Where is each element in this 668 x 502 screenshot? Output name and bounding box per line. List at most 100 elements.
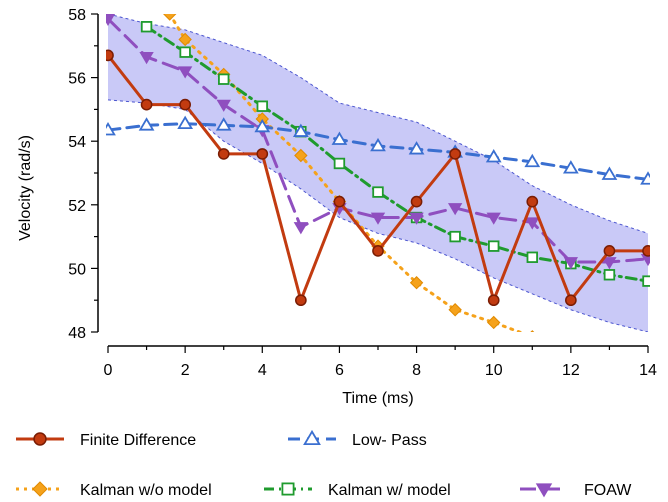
data-point-kalman-w-model xyxy=(179,46,191,58)
y-tick-label: 54 xyxy=(68,134,86,151)
plot-area xyxy=(106,14,650,346)
data-point-foaw xyxy=(525,217,540,230)
series-line-kalman-w-model xyxy=(145,25,650,283)
data-point-foaw xyxy=(486,212,501,225)
data-point-foaw xyxy=(216,99,231,112)
data-point-finite-difference xyxy=(565,294,577,307)
axes: 48 50 52 54 56 58 0 2 4 6 8 10 12 14 xyxy=(68,7,657,379)
legend: Finite Difference Low- Pass Kalman w/o mod… xyxy=(16,429,632,499)
x-tick-label: 6 xyxy=(335,362,344,379)
data-point-low-pass xyxy=(331,131,348,145)
data-point-foaw xyxy=(370,212,386,225)
data-point-kalman-w-model xyxy=(333,157,346,170)
data-point-finite-difference xyxy=(410,195,423,208)
data-point-kalman-w-o-model xyxy=(530,330,535,332)
x-tick-label: 0 xyxy=(104,362,113,379)
legend-marker-low-pass xyxy=(303,429,321,446)
data-point-kalman-w-model xyxy=(488,240,500,252)
data-point-kalman-w-model xyxy=(603,269,616,281)
data-point-kalman-w-model xyxy=(449,230,461,243)
series-low-pass xyxy=(106,115,650,185)
legend-item-foaw: FOAW xyxy=(520,482,632,499)
band-upper-edge xyxy=(107,14,649,234)
data-point-finite-difference xyxy=(295,294,307,307)
data-point-finite-difference xyxy=(217,148,230,160)
x-tick-label: 14 xyxy=(639,362,657,379)
legend-label-kalman-w-o-model: Kalman w/o model xyxy=(80,482,212,499)
data-point-low-pass xyxy=(524,153,541,168)
x-tick-label: 4 xyxy=(258,362,267,379)
data-point-low-pass xyxy=(640,171,650,185)
series-line-foaw xyxy=(106,17,650,264)
data-point-finite-difference xyxy=(106,49,114,62)
series-line-kalman-w-o-model xyxy=(168,14,524,332)
legend-item-kalman-w-model: Kalman w/ model xyxy=(264,482,451,499)
data-point-low-pass xyxy=(485,149,502,163)
data-point-foaw xyxy=(409,212,424,225)
data-point-kalman-w-o-model xyxy=(565,334,577,346)
legend-marker-kalman-w-o-model xyxy=(32,481,48,497)
legend-item-finite-difference: Finite Difference xyxy=(16,432,196,449)
data-point-low-pass xyxy=(562,160,579,174)
x-tick-label: 12 xyxy=(562,362,580,379)
data-point-finite-difference xyxy=(333,195,346,208)
data-point-low-pass xyxy=(408,141,425,155)
data-point-kalman-w-model xyxy=(642,275,650,287)
legend-label-kalman-w-model: Kalman w/ model xyxy=(328,482,451,499)
x-tick-label: 2 xyxy=(181,362,190,379)
data-point-low-pass xyxy=(177,115,194,130)
data-point-kalman-w-model xyxy=(526,251,538,263)
data-point-low-pass xyxy=(292,123,309,137)
data-point-foaw xyxy=(447,203,463,216)
data-point-foaw xyxy=(177,66,193,79)
x-tick-label: 10 xyxy=(485,362,503,379)
data-point-kalman-w-o-model xyxy=(409,276,424,290)
y-axis-label: Velocity (rad/s) xyxy=(17,135,34,241)
data-point-kalman-w-model xyxy=(372,186,384,198)
legend-label-low-pass: Low- Pass xyxy=(352,432,427,449)
legend-marker-finite-difference xyxy=(33,432,47,446)
data-point-finite-difference xyxy=(603,245,616,257)
data-point-low-pass xyxy=(370,137,386,152)
y-tick-label: 56 xyxy=(68,71,86,88)
data-point-kalman-w-o-model xyxy=(178,32,192,47)
legend-item-low-pass: Low- Pass xyxy=(288,429,427,449)
data-point-kalman-w-o-model xyxy=(448,303,462,317)
data-point-kalman-w-model xyxy=(256,100,268,112)
legend-label-foaw: FOAW xyxy=(584,482,632,499)
data-point-finite-difference xyxy=(526,195,539,208)
data-point-finite-difference xyxy=(372,245,384,257)
x-axis-label: Time (ms) xyxy=(342,390,413,407)
series-finite-difference xyxy=(106,49,650,307)
data-point-kalman-w-model xyxy=(140,21,153,33)
data-point-foaw xyxy=(106,14,116,27)
data-point-low-pass xyxy=(601,166,618,180)
data-point-finite-difference xyxy=(140,98,153,111)
legend-label-finite-difference: Finite Difference xyxy=(80,432,196,449)
legend-marker-kalman-w-model xyxy=(281,482,295,496)
data-point-low-pass xyxy=(215,117,232,131)
data-point-kalman-w-o-model xyxy=(487,315,501,330)
data-point-kalman-w-o-model xyxy=(294,148,308,163)
data-point-kalman-w-model xyxy=(218,73,230,85)
plot-clip-group xyxy=(106,14,650,346)
y-tick-label: 58 xyxy=(68,7,86,24)
data-point-foaw xyxy=(139,52,154,65)
data-point-low-pass xyxy=(106,121,116,136)
data-point-foaw xyxy=(602,257,617,270)
data-point-finite-difference xyxy=(642,245,650,257)
data-point-finite-difference xyxy=(449,148,461,160)
y-tick-label: 48 xyxy=(68,325,86,342)
data-point-foaw xyxy=(293,222,309,235)
data-point-finite-difference xyxy=(487,294,500,307)
data-point-low-pass xyxy=(254,118,271,133)
data-point-foaw xyxy=(563,257,579,270)
data-point-finite-difference xyxy=(179,98,191,111)
legend-marker-foaw xyxy=(535,483,553,498)
x-tick-label: 8 xyxy=(412,362,421,379)
data-point-kalman-w-o-model xyxy=(163,14,177,21)
y-tick-label: 52 xyxy=(68,198,86,215)
legend-item-kalman-w-o-model: Kalman w/o model xyxy=(16,481,212,499)
y-tick-label: 50 xyxy=(68,261,86,278)
